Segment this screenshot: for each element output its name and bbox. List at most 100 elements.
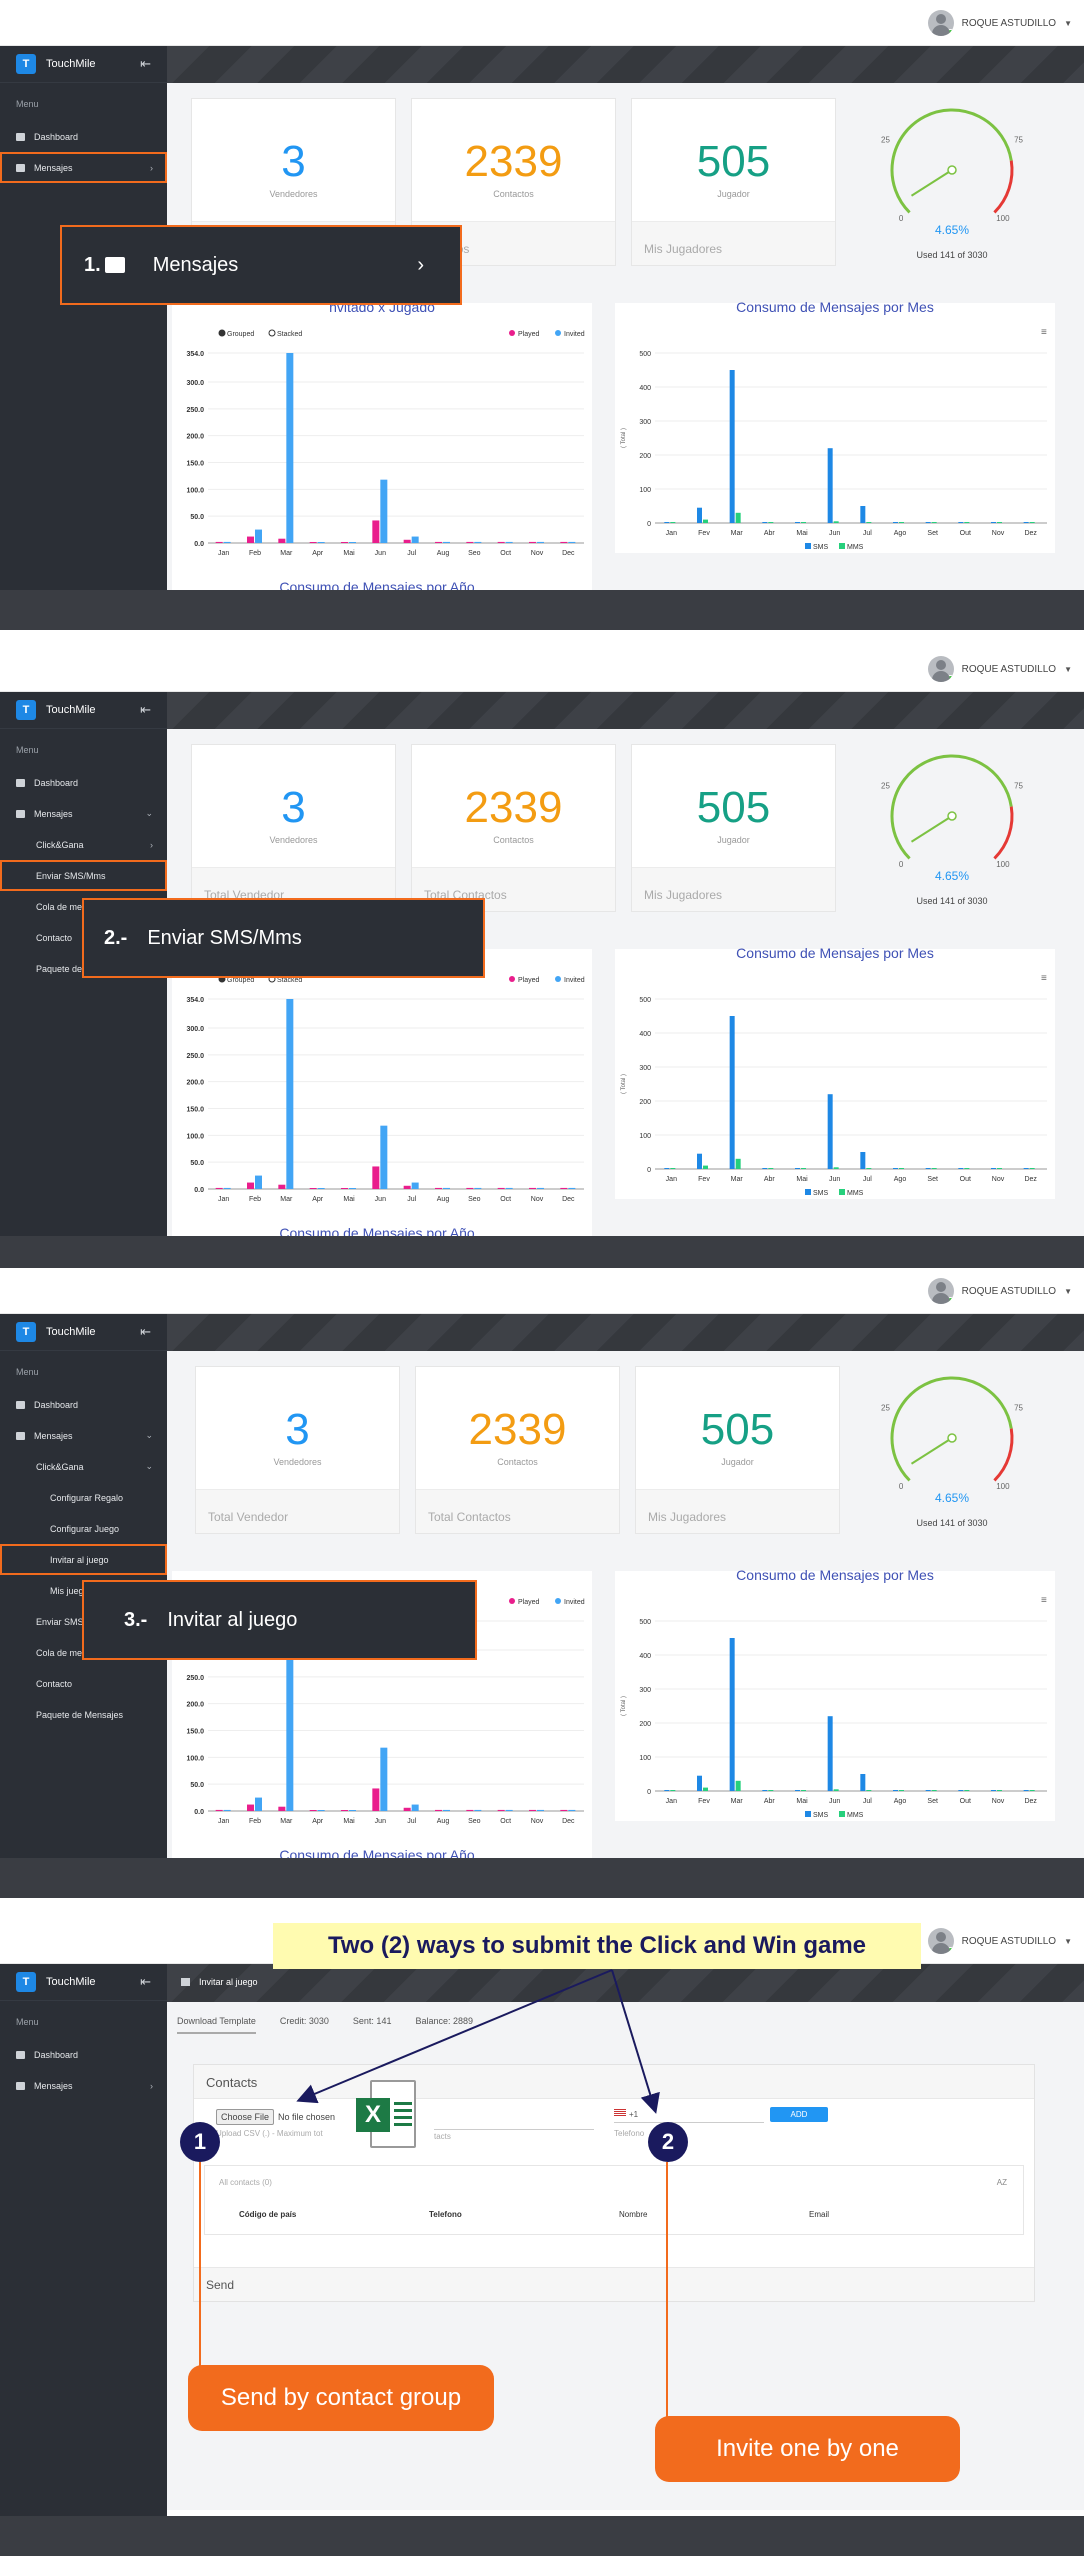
sidebar-item-paquete[interactable]: Paquete de Mensajes: [36, 1709, 124, 1720]
chevron-down-icon: ⌄: [145, 1430, 153, 1440]
chart-consumo-mes: Consumo de Mensajes por Mes ≡ 0 100 200 300 4…: [615, 299, 1055, 553]
choose-file-button[interactable]: Choose File: [216, 2109, 275, 2125]
x-tick-label: Set: [927, 530, 938, 537]
logo-icon: T: [16, 1972, 36, 1992]
sidebar-item-cola[interactable]: Cola de me: [36, 901, 83, 912]
x-tick-label: Jul: [407, 1818, 416, 1825]
gauge-tick: 75: [1014, 1403, 1023, 1412]
gauge-needle: [910, 169, 953, 197]
user-menu[interactable]: ROQUE ASTUDILLO ▼: [927, 10, 1072, 36]
sidebar-item-contacto[interactable]: Contacto: [36, 1678, 73, 1689]
x-tick-label: Nov: [531, 1196, 544, 1203]
collapse-menu-icon[interactable]: ⇤: [140, 1974, 151, 1989]
sidebar-item-enviar-sms[interactable]: Enviar SMS: [36, 1616, 84, 1627]
collapse-menu-icon[interactable]: ⇤: [140, 702, 151, 717]
menu-title: Menu: [16, 1367, 39, 1377]
stat-card-contactos: 2339 Contactos Total Contactos: [411, 744, 616, 912]
x-tick-label: Jan: [666, 530, 677, 537]
phone-input[interactable]: +1: [614, 2109, 764, 2123]
collapse-menu-icon[interactable]: ⇤: [140, 1324, 151, 1339]
legend-label: MMS: [847, 1190, 864, 1197]
x-tick-label: Mar: [731, 530, 744, 537]
sidebar-item-configurar-regalo[interactable]: Configurar Regalo: [50, 1492, 124, 1503]
sidebar-item-mensajes[interactable]: Mensajes ›: [0, 152, 167, 183]
x-tick-label: Feb: [249, 1196, 261, 1203]
file-upload[interactable]: Choose File No file chosen: [216, 2109, 335, 2125]
avatar: [927, 1928, 954, 1954]
sidebar-item-contacto[interactable]: Contacto: [36, 932, 73, 943]
sidebar-item-dashboard[interactable]: Dashboard: [0, 1389, 167, 1420]
legend-swatch: [839, 1189, 845, 1195]
user-menu[interactable]: ROQUE ASTUDILLO ▼: [927, 1928, 1072, 1954]
add-button[interactable]: ADD: [770, 2107, 828, 2122]
bar-invited: [380, 479, 388, 543]
bar-played: [341, 1810, 348, 1811]
bar-sms: [925, 522, 931, 523]
y-axis-label: ( Total ): [621, 1074, 627, 1094]
chart-invitado-jugado: Grouped Stacked Played Invited 0.0 50.0 100.0 1…: [172, 949, 592, 1236]
panel-step-3: ROQUE ASTUDILLO ▼ T TouchMile ⇤ Menu Das…: [0, 1268, 1084, 1898]
sidebar-item-mis-juegos[interactable]: Mis jueg: [50, 1585, 84, 1596]
x-tick-label: Aug: [437, 1818, 450, 1825]
contacts-table: All contacts (0) AZ Código de país Telef…: [204, 2165, 1024, 2235]
legend-dot: [555, 1598, 561, 1604]
user-menu[interactable]: ROQUE ASTUDILLO ▼: [927, 1278, 1072, 1304]
dashboard-content: 3 Vendedores Total Vendedor 2339 Contactos T…: [167, 729, 1084, 1241]
bar-mms: [1029, 1790, 1035, 1791]
chevron-right-icon: ›: [150, 2080, 153, 2091]
sidebar-item-cola[interactable]: Cola de me: [36, 1647, 83, 1658]
x-tick-label: Nov: [992, 530, 1005, 537]
legend-label: SMS: [813, 544, 829, 551]
breadcrumb: Invitar al juego: [199, 1977, 258, 1987]
sidebar-item-invitar-juego[interactable]: Invitar al juego: [0, 1544, 167, 1575]
gauge-used: Used 141 of 3030: [916, 250, 987, 260]
sidebar-item-clickgana[interactable]: Click&Gana ⌄: [36, 1461, 153, 1472]
sidebar-item-dashboard[interactable]: Dashboard: [0, 2039, 167, 2070]
x-tick-label: Mai: [796, 1798, 808, 1805]
sidebar-item-paquete[interactable]: Paquete de: [36, 963, 83, 974]
chart-title: Consumo de Mensajes por Mes: [736, 1567, 934, 1583]
sidebar-item-mensajes[interactable]: Mensajes ⌄: [0, 798, 167, 829]
gauge-used: Used 141 of 3030: [916, 896, 987, 906]
y-tick-label: 0: [647, 1167, 651, 1174]
sidebar-item-mensajes[interactable]: Mensajes ›: [0, 2070, 167, 2101]
user-menu[interactable]: ROQUE ASTUDILLO ▼: [927, 656, 1072, 682]
sidebar-item-clickgana[interactable]: Click&Gana ›: [36, 839, 153, 850]
invite-one-by-one-label: Invite one by one: [655, 2416, 960, 2482]
x-tick-label: Oct: [500, 550, 511, 557]
bar-played: [215, 541, 223, 543]
sidebar-item-configurar-juego[interactable]: Configurar Juego: [50, 1523, 120, 1534]
bar-invited: [255, 1797, 262, 1811]
col-telefono: Telefono: [429, 2210, 462, 2219]
tabs: Download Template Credit: 3030 Sent: 141…: [177, 2016, 473, 2034]
instruction-banner: Two (2) ways to submit the Click and Win…: [273, 1923, 921, 1969]
bar-played: [497, 541, 505, 543]
table-header: Código de país Telefono Nombre Email: [239, 2210, 999, 2219]
dashboard-icon: [16, 2050, 25, 2059]
bar-invited: [443, 1187, 450, 1189]
y-tick-label: 100.0: [186, 1755, 204, 1762]
bar-mms: [866, 1790, 872, 1791]
y-tick-label: 300: [639, 419, 651, 426]
send-button[interactable]: Send: [194, 2267, 1034, 2301]
x-tick-label: Seo: [468, 1818, 481, 1825]
bar-invited: [380, 1125, 388, 1189]
sidebar-item-enviar-sms[interactable]: Enviar SMS/Mms: [0, 860, 167, 891]
sidebar-item-dashboard[interactable]: Dashboard: [0, 767, 167, 798]
sort-az-icon[interactable]: AZ: [996, 2178, 1007, 2187]
bar-sms: [697, 507, 702, 523]
brand: T TouchMile ⇤: [0, 692, 167, 729]
sidebar-item-mensajes[interactable]: Mensajes ⌄: [0, 1420, 167, 1451]
y-tick-label: 100: [639, 487, 651, 494]
sidebar-item-dashboard[interactable]: Dashboard: [0, 121, 167, 152]
collapse-menu-icon[interactable]: ⇤: [140, 56, 151, 71]
x-tick-label: Ago: [894, 1798, 907, 1805]
bar-mms: [931, 1168, 937, 1169]
step-circle-2: 2: [648, 2122, 688, 2162]
bar-sms: [958, 1168, 964, 1169]
bar-mms: [768, 1168, 774, 1169]
bar-mms: [703, 1787, 708, 1791]
tab-download-template[interactable]: Download Template: [177, 2016, 256, 2034]
bar-played: [560, 541, 568, 543]
x-tick-label: Apr: [312, 550, 324, 557]
